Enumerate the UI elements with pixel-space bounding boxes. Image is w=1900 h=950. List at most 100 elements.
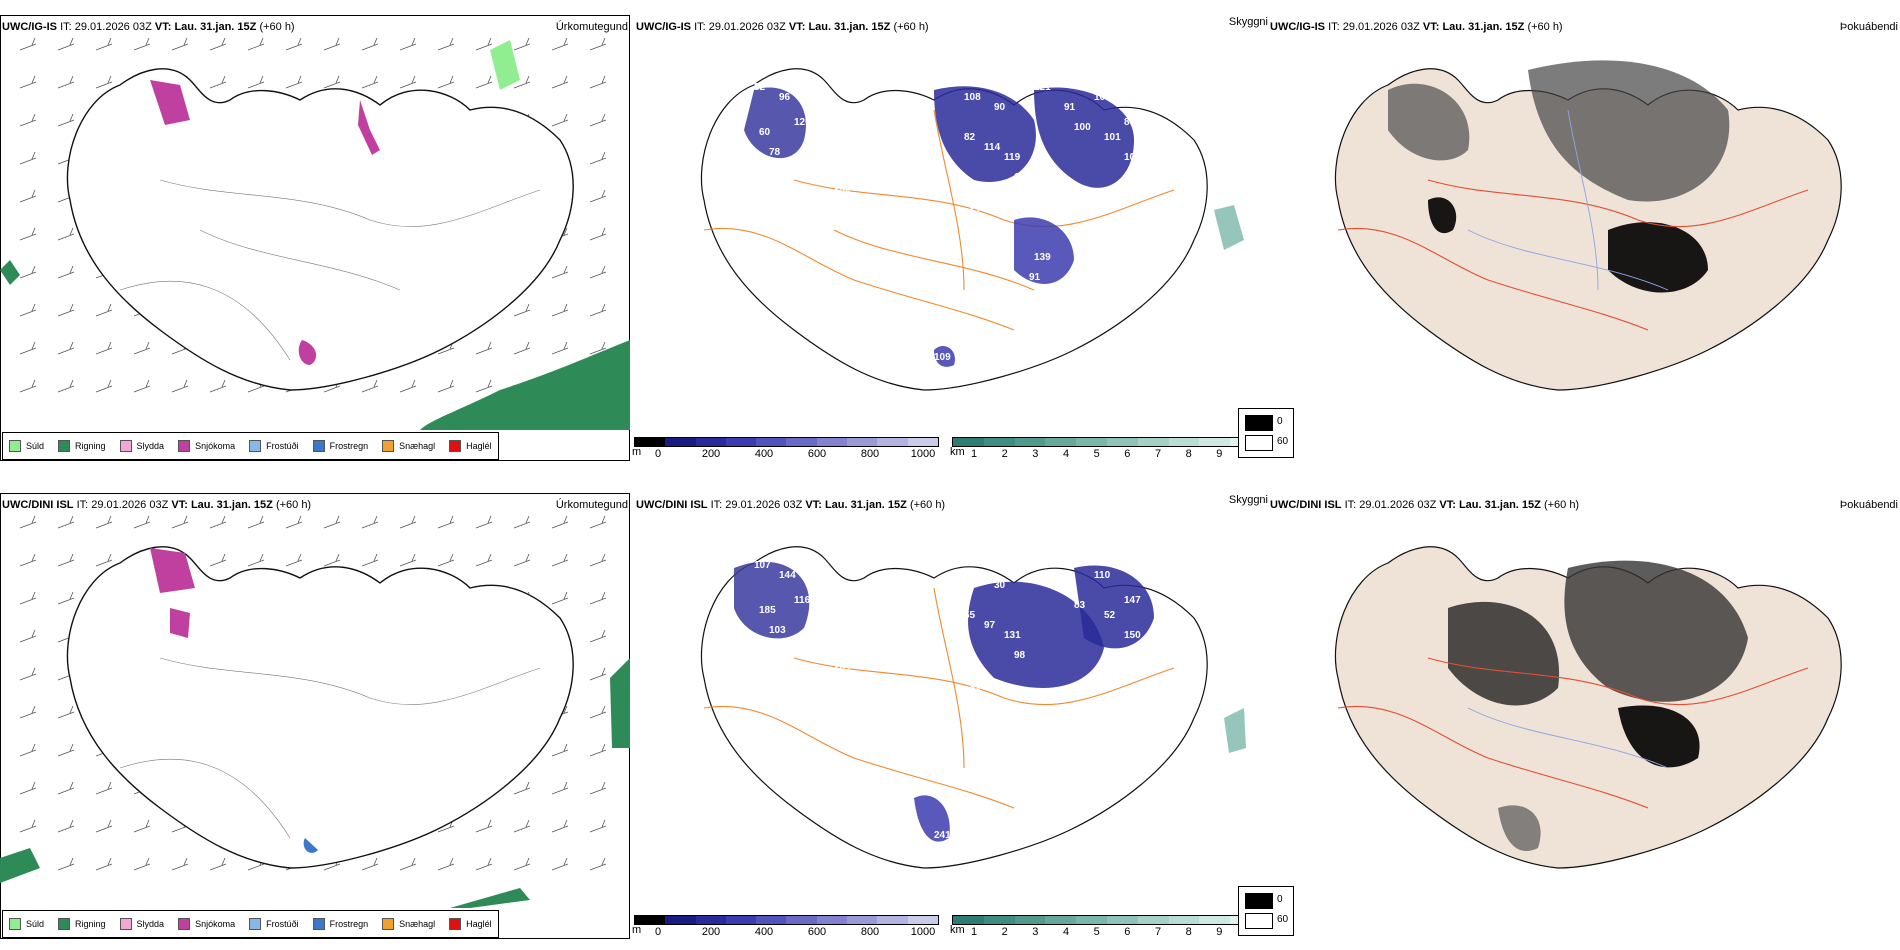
wind-barb <box>133 515 151 529</box>
rain-area <box>0 260 20 285</box>
wind-barb <box>57 591 75 605</box>
wind-barb <box>589 227 607 241</box>
wind-barb <box>589 629 607 643</box>
wind-barb <box>19 75 37 89</box>
wind-barb <box>551 553 569 567</box>
legend-item-frostregn: Frostregn <box>312 918 368 930</box>
ceiling-label: 60 <box>759 127 771 138</box>
colorbar-tick: 3 <box>1032 448 1039 460</box>
wind-barb <box>513 857 531 871</box>
colorbar-segment <box>1014 916 1046 924</box>
forecast-row-ig-is: UWC/IG-IS IT: 29.01.2026 03Z VT: Lau. 31… <box>0 0 1900 470</box>
wind-barb <box>551 75 569 89</box>
colorbar-tick: 600 <box>807 926 827 938</box>
colorbar-tick: 6 <box>1124 448 1131 460</box>
legend-item-snaehagl: Snæhagl <box>382 918 435 930</box>
fog-area <box>1528 60 1730 202</box>
ceiling-label: 101 <box>1104 132 1121 143</box>
ceiling-label: 147 <box>1124 595 1141 606</box>
wind-barb <box>57 743 75 757</box>
wind-barb <box>323 515 341 529</box>
wind-barb <box>19 629 37 643</box>
ceiling-label: 114 <box>984 142 1001 153</box>
freezing-rain-area <box>303 838 318 853</box>
wind-barb <box>133 819 151 833</box>
low-ceiling-area <box>934 86 1036 182</box>
wind-barb <box>171 379 189 393</box>
wind-barb <box>589 591 607 605</box>
colorbar-segment <box>1076 438 1107 446</box>
wind-barb <box>437 75 455 89</box>
wind-barb <box>589 743 607 757</box>
wind-barb <box>171 515 189 529</box>
legend-item-snaehagl: Snæhagl <box>382 440 435 452</box>
wind-barb <box>551 37 569 51</box>
low-visibility-area <box>1214 205 1244 250</box>
fog-indicator-panel: UWC/IG-IS IT: 29.01.2026 03Z VT: Lau. 31… <box>1238 0 1900 470</box>
snow-area <box>298 340 317 365</box>
wind-barb <box>95 857 113 871</box>
wind-barb <box>399 515 417 529</box>
ceiling-visibility-panel: UWC/IG-IS IT: 29.01.2026 03Z VT: Lau. 31… <box>632 0 1268 470</box>
colorbar-segment <box>816 916 848 924</box>
wind-barb <box>551 113 569 127</box>
fog-area <box>1564 560 1748 702</box>
road-network <box>703 109 1175 331</box>
wind-barb <box>171 37 189 51</box>
rain-area <box>0 848 40 883</box>
ceiling-label: 79 <box>849 680 861 691</box>
wind-barb <box>513 75 531 89</box>
low-ceiling-area <box>1014 217 1074 284</box>
wind-barb <box>95 379 113 393</box>
legend-item-snjokoma: Snjókoma <box>178 918 235 930</box>
wind-barb <box>589 667 607 681</box>
ceiling-label: 108 <box>964 92 981 103</box>
wind-barb <box>133 857 151 871</box>
wind-barb <box>475 379 493 393</box>
legend-item-haglel: Haglél <box>449 440 492 452</box>
wind-barb <box>57 379 75 393</box>
river-network <box>1467 109 1669 291</box>
legend-item-haglel: Haglél <box>449 918 492 930</box>
ceiling-colorbar: 0 200 400 600 800 1000 m <box>632 915 939 938</box>
colorbar-tick: 0 <box>654 448 662 460</box>
wind-barb <box>247 37 265 51</box>
wind-barb <box>437 379 455 393</box>
wind-barb <box>133 37 151 51</box>
wind-barb <box>19 705 37 719</box>
wind-barb <box>19 341 37 355</box>
ceiling-label: 91 <box>849 202 861 213</box>
wind-barb <box>19 379 37 393</box>
ceiling-label: 120 <box>964 570 981 581</box>
colorbar-segment <box>1106 438 1138 446</box>
colorbar-tick: 7 <box>1154 448 1162 460</box>
colorbar-tick: 200 <box>701 926 721 938</box>
ceiling-colorbar: 0 200 400 600 800 1000 m <box>632 437 939 460</box>
wind-barb <box>589 265 607 279</box>
colorbar-segment <box>877 916 908 924</box>
forecast-row-dini-isl: UWC/DINI ISL IT: 29.01.2026 03Z VT: Lau.… <box>0 478 1900 948</box>
panel-title: Úrkomutegund <box>555 21 628 33</box>
wind-barb <box>209 553 227 567</box>
colorbar-segment <box>1137 916 1169 924</box>
iceland-map: 107 144 116 120 30 87 73 110 83 52 147 185 103 65 97 13… <box>700 546 1246 869</box>
ceiling-label: 30 <box>994 580 1006 591</box>
fog-area <box>1388 83 1470 161</box>
legend-item-rigning: Rigning <box>58 918 106 930</box>
wind-barb <box>95 553 113 567</box>
colorbar-tick: 9 <box>1216 926 1223 938</box>
wind-barb <box>95 819 113 833</box>
wind-barb <box>551 743 569 757</box>
fog-legend: 0 60 <box>1238 408 1294 458</box>
colorbar-tick: 600 <box>807 448 827 460</box>
wind-barb <box>285 37 303 51</box>
panel-title: Úrkomutegund <box>555 499 628 511</box>
ceiling-label: 124 <box>964 685 981 696</box>
ceiling-label: 84 <box>1034 730 1046 741</box>
wind-barb <box>19 151 37 165</box>
ceiling-label: 56 <box>1029 750 1041 761</box>
ceiling-label: 82 <box>754 82 766 93</box>
precip-type-panel: UWC/DINI ISL IT: 29.01.2026 03Z VT: Lau.… <box>0 478 632 948</box>
colorbar-segment <box>1168 916 1200 924</box>
colorbar-segment <box>1076 916 1107 924</box>
